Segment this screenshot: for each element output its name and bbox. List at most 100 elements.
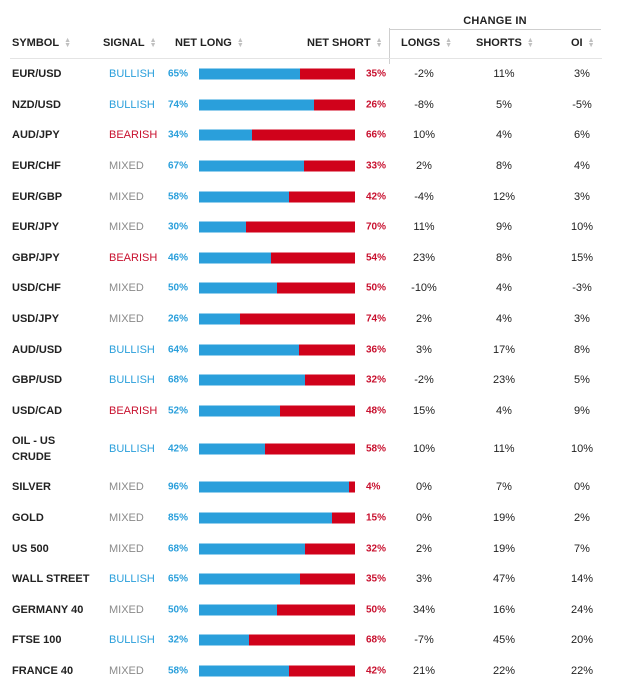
column-header-oi[interactable]: OI ▲ ▼ [571,37,595,49]
column-header-label: LONGS [401,37,441,49]
signal-cell: BULLISH [109,374,155,387]
change-shorts-cell: 4% [496,129,512,142]
table-row[interactable]: AUD/USD BULLISH 64% 36% 3% 17% 8% [10,334,602,365]
column-header-label: NET SHORT [307,37,371,49]
symbol-cell[interactable]: SILVER [12,481,51,494]
table-row[interactable]: GBP/USD BULLISH 68% 32% -2% 23% 5% [10,365,602,396]
change-shorts-cell: 12% [492,190,516,203]
sort-arrows-icon[interactable]: ▲ ▼ [445,37,453,49]
table-row[interactable]: WALL STREET BULLISH 65% 35% 3% 47% 14% [10,564,602,595]
table-row[interactable]: GOLD MIXED 85% 15% 0% 19% 2% [10,503,602,534]
symbol-cell[interactable]: EUR/CHF [12,160,61,173]
change-longs-cell: -10% [411,282,437,295]
net-short-cell: 32% [366,543,387,555]
symbol-cell[interactable]: FTSE 100 [12,634,62,647]
change-oi-cell: 24% [570,603,594,616]
change-oi-cell: 7% [574,542,590,555]
table-row[interactable]: EUR/GBP MIXED 58% 42% -4% 12% 3% [10,181,602,212]
table-row[interactable]: GBP/JPY BEARISH 46% 54% 23% 8% 15% [10,243,602,274]
signal-cell: MIXED [109,664,144,677]
net-long-cell: 65% [168,68,189,80]
change-oi-cell: 22% [570,664,594,677]
net-short-cell: 32% [366,374,387,386]
net-long-bar-fill [199,344,299,356]
symbol-cell[interactable]: EUR/USD [12,68,62,81]
change-longs-cell: -2% [414,68,434,81]
sort-arrows-icon[interactable]: ▲ ▼ [236,37,244,49]
symbol-cell[interactable]: OIL - US CRUDE [12,435,56,464]
change-shorts-cell: 19% [492,542,516,555]
net-short-cell: 15% [366,512,387,524]
symbol-cell[interactable]: US 500 [12,542,49,555]
column-header-label: NET LONG [175,37,232,49]
signal-cell: MIXED [109,221,144,234]
signal-cell: MIXED [109,160,144,173]
symbol-cell[interactable]: USD/CHF [12,282,61,295]
symbol-cell[interactable]: AUD/JPY [12,129,60,142]
symbol-cell[interactable]: EUR/JPY [12,221,60,234]
column-header-symbol[interactable]: SYMBOL ▲ ▼ [12,37,71,49]
table-row[interactable]: USD/CAD BEARISH 52% 48% 15% 4% 9% [10,396,602,427]
table-row[interactable]: AUD/JPY BEARISH 34% 66% 10% 4% 6% [10,120,602,151]
column-header-shorts[interactable]: SHORTS ▲ ▼ [476,37,534,49]
change-oi-cell: 10% [570,443,594,456]
symbol-cell[interactable]: GOLD [12,512,44,525]
long-short-ratio-bar [199,443,355,455]
sort-arrows-icon[interactable]: ▲ ▼ [526,37,534,49]
net-long-cell: 32% [168,634,189,646]
table-row[interactable]: FTSE 100 BULLISH 32% 68% -7% 45% 20% [10,625,602,656]
net-long-cell: 64% [168,344,189,356]
column-header-net-long[interactable]: NET LONG ▲ ▼ [175,37,244,49]
change-oi-cell: -3% [572,282,592,295]
symbol-cell[interactable]: FRANCE 40 [12,664,74,677]
column-header-net-short[interactable]: NET SHORT ▲ ▼ [307,37,383,49]
table-row[interactable]: EUR/CHF MIXED 67% 33% 2% 8% 4% [10,151,602,182]
column-header-label: SIGNAL [103,37,145,49]
table-header-row: SYMBOL ▲ ▼ SIGNAL ▲ ▼ NET LONG ▲ ▼ NET SHOR… [10,30,602,59]
change-longs-cell: 15% [412,404,436,417]
change-longs-cell: 3% [416,573,432,586]
change-shorts-cell: 17% [492,343,516,356]
symbol-cell[interactable]: EUR/GBP [12,190,63,203]
net-long-bar-fill [199,160,304,172]
table-row[interactable]: EUR/JPY MIXED 30% 70% 11% 9% 10% [10,212,602,243]
table-row[interactable]: GERMANY 40 MIXED 50% 50% 34% 16% 24% [10,595,602,626]
table-row[interactable]: USD/CHF MIXED 50% 50% -10% 4% -3% [10,273,602,304]
table-row[interactable]: FRANCE 40 MIXED 58% 42% 21% 22% 22% [10,656,602,687]
symbol-cell[interactable]: USD/JPY [12,313,60,326]
symbol-cell[interactable]: WALL STREET [12,573,90,586]
change-longs-cell: 10% [412,443,436,456]
sort-arrows-icon[interactable]: ▲ ▼ [64,37,71,49]
table-row[interactable]: USD/JPY MIXED 26% 74% 2% 4% 3% [10,304,602,335]
column-header-longs[interactable]: LONGS ▲ ▼ [401,37,452,49]
signal-cell: BULLISH [109,343,155,356]
net-long-cell: 26% [168,313,189,325]
table-row[interactable]: SILVER MIXED 96% 4% 0% 7% 0% [10,472,602,503]
table-row[interactable]: US 500 MIXED 68% 32% 2% 19% 7% [10,533,602,564]
signal-cell: BEARISH [109,251,158,264]
table-row[interactable]: NZD/USD BULLISH 74% 26% -8% 5% -5% [10,90,602,121]
column-header-signal[interactable]: SIGNAL ▲ ▼ [103,37,157,49]
change-longs-cell: 21% [412,664,436,677]
change-oi-cell: 9% [574,404,590,417]
symbol-cell[interactable]: GBP/JPY [12,251,60,264]
table-row[interactable]: EUR/USD BULLISH 65% 35% -2% 11% 3% [10,59,602,90]
sort-arrows-icon[interactable]: ▲ ▼ [375,37,383,49]
net-long-cell: 74% [168,99,189,111]
net-short-cell: 50% [366,282,387,294]
net-long-cell: 85% [168,512,189,524]
sort-arrows-icon[interactable]: ▲ ▼ [587,37,595,49]
signal-cell: MIXED [109,190,144,203]
table-row[interactable]: OIL - US CRUDE BULLISH 42% 58% 10% 11% 10% [10,426,602,472]
sort-arrows-icon[interactable]: ▲ ▼ [149,37,157,49]
long-short-ratio-bar [199,481,355,493]
net-short-cell: 70% [366,221,387,233]
change-shorts-cell: 4% [496,282,512,295]
change-shorts-cell: 7% [496,481,512,494]
symbol-cell[interactable]: NZD/USD [12,98,61,111]
symbol-cell[interactable]: GERMANY 40 [12,603,84,616]
symbol-cell[interactable]: GBP/USD [12,374,63,387]
symbol-cell[interactable]: AUD/USD [12,343,63,356]
symbol-cell[interactable]: USD/CAD [12,404,63,417]
change-oi-cell: 3% [574,313,590,326]
